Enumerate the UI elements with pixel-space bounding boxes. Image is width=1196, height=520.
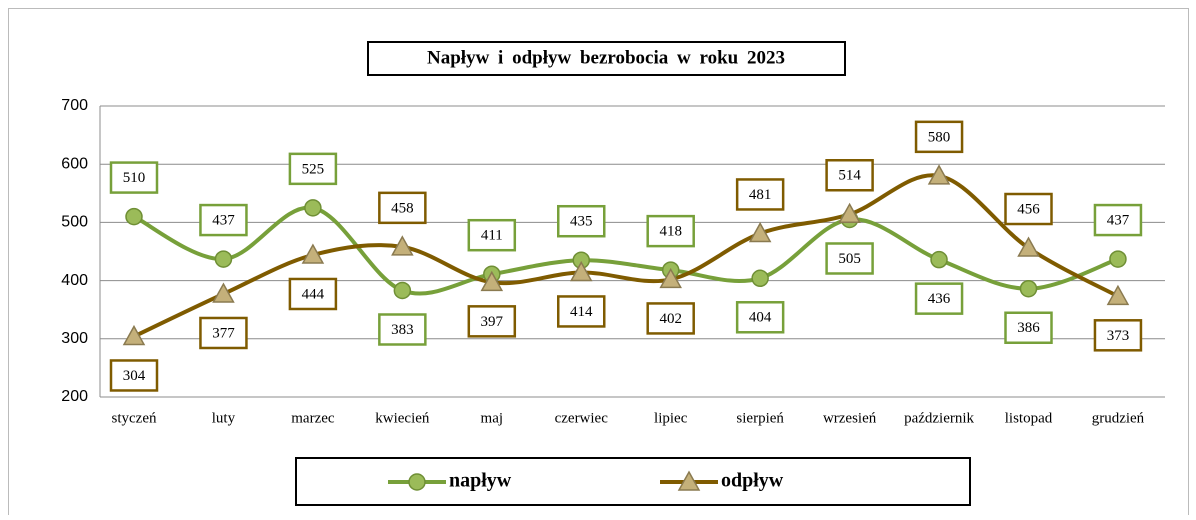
data-label-box	[1004, 192, 1053, 226]
data-label: 304	[123, 368, 146, 384]
point	[214, 250, 233, 268]
point	[212, 282, 235, 303]
point	[927, 164, 951, 185]
point	[1109, 250, 1127, 268]
data-label-box	[199, 203, 248, 237]
data-label: 525	[302, 161, 325, 177]
point	[301, 243, 325, 264]
data-label-box	[914, 120, 964, 154]
y-tick-label: 200	[61, 388, 88, 405]
point	[751, 269, 769, 288]
point	[304, 199, 322, 217]
data-label-box	[109, 161, 159, 194]
data-label-box	[378, 313, 427, 346]
data-label: 404	[749, 310, 772, 326]
data-label: 397	[481, 314, 504, 330]
data-label-box	[646, 302, 695, 335]
data-label: 456	[1017, 201, 1040, 217]
data-label: 373	[1107, 328, 1130, 344]
x-tick-label: wrzesień	[823, 410, 877, 426]
data-label: 437	[212, 213, 235, 229]
x-tick-label: sierpień	[736, 410, 784, 426]
point	[569, 260, 593, 282]
data-label: 580	[928, 129, 951, 145]
point	[748, 221, 772, 243]
data-label-box	[557, 295, 606, 328]
data-label: 402	[659, 311, 682, 327]
data-label-box	[646, 214, 695, 248]
title-box	[367, 41, 846, 76]
x-tick-label: listopad	[1005, 410, 1053, 426]
data-label-box	[288, 277, 338, 311]
data-label-box	[825, 159, 874, 192]
data-label: 411	[481, 228, 503, 244]
data-label-box	[825, 242, 874, 275]
y-tick-label: 400	[61, 272, 88, 289]
point	[1017, 236, 1040, 257]
x-tick-label: marzec	[291, 410, 335, 426]
data-label: 444	[302, 286, 325, 302]
y-tick-label: 700	[61, 97, 88, 114]
x-tick-label: czerwiec	[555, 410, 609, 426]
data-label: 414	[570, 304, 593, 320]
x-tick-label: lipiec	[654, 410, 688, 426]
data-label-box	[1004, 311, 1053, 344]
legend-marker	[677, 470, 701, 491]
point	[1106, 284, 1130, 306]
point	[393, 281, 412, 300]
point	[480, 270, 504, 292]
data-label: 505	[838, 251, 861, 267]
data-label-box	[1093, 319, 1143, 352]
point	[930, 250, 948, 269]
data-label-box	[199, 316, 248, 350]
point	[391, 235, 414, 256]
data-label: 435	[570, 214, 593, 230]
y-tick-label: 600	[61, 155, 88, 172]
x-tick-label: styczeń	[112, 410, 157, 426]
chart-frame	[8, 8, 1189, 520]
data-label: 436	[928, 291, 951, 307]
legend-label: odpływ	[721, 470, 784, 492]
data-label: 386	[1017, 320, 1040, 336]
legend-label: napływ	[449, 470, 512, 492]
point	[122, 324, 146, 346]
x-tick-label: październik	[904, 410, 974, 426]
point	[659, 267, 682, 289]
point	[1019, 279, 1038, 298]
y-tick-label: 500	[61, 214, 88, 231]
chart-title: Napływ i odpływ bezrobocia w roku 2023	[427, 47, 785, 68]
data-label-box	[288, 152, 338, 186]
x-tick-label: grudzień	[1092, 410, 1145, 426]
data-label-box	[914, 282, 964, 315]
data-label: 514	[838, 168, 861, 184]
data-label-box	[467, 218, 517, 252]
x-tick-label: kwiecień	[375, 410, 430, 426]
data-label: 458	[391, 200, 414, 216]
point	[838, 202, 861, 224]
y-tick-label: 300	[61, 330, 88, 347]
data-label-box	[378, 191, 427, 225]
data-label-box	[735, 178, 785, 211]
data-label-box	[735, 301, 785, 334]
data-label: 418	[659, 224, 682, 240]
data-label-box	[557, 204, 606, 238]
data-label: 383	[391, 322, 414, 338]
data-label: 481	[749, 187, 772, 203]
x-tick-label: luty	[212, 410, 236, 426]
data-label: 377	[212, 325, 235, 341]
point	[125, 207, 143, 226]
x-tick-label: maj	[481, 410, 504, 426]
data-label-box	[109, 359, 159, 392]
legend-marker	[408, 473, 426, 491]
data-label: 437	[1107, 213, 1130, 229]
data-label-box	[1093, 203, 1143, 237]
data-label-box	[467, 305, 517, 338]
data-label: 510	[123, 170, 146, 186]
